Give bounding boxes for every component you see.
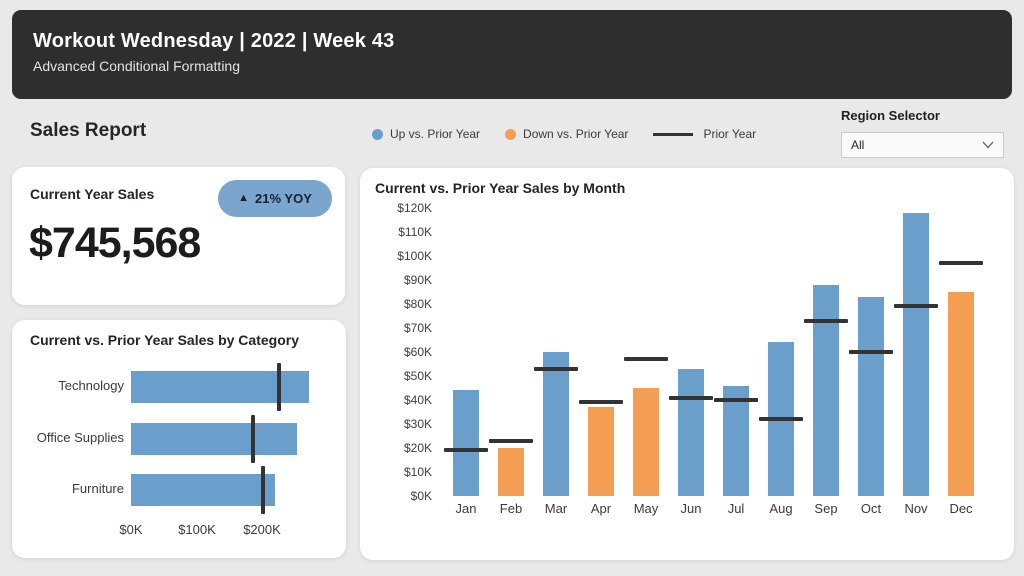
region-selector-label: Region Selector (841, 108, 940, 123)
legend-label: Prior Year (703, 127, 757, 141)
region-dropdown-value: All (851, 138, 865, 152)
y-axis-tick--30k: $30K (403, 417, 432, 431)
bar-dec[interactable] (948, 292, 974, 496)
x-axis-tick--100k: $100K (178, 522, 216, 537)
y-axis-tick--60k: $60K (403, 345, 432, 359)
legend-item-down-vs-prior-year[interactable]: Down vs. Prior Year (505, 127, 628, 141)
bar-oct[interactable] (858, 297, 884, 496)
y-axis-tick--80k: $80K (403, 297, 432, 311)
banner-subtitle: Advanced Conditional Formatting (33, 58, 241, 74)
x-axis-label-may: May (633, 501, 659, 516)
x-axis-label-aug: Aug (769, 501, 793, 516)
bar-mar[interactable] (543, 352, 569, 496)
current-year-sales-card: Current Year Sales ▲ 21% YOY $745,568 (12, 167, 345, 305)
region-dropdown[interactable]: All (841, 132, 1004, 158)
x-axis-label-jan: Jan (455, 501, 477, 516)
bar-office-supplies[interactable] (131, 423, 297, 455)
prior-year-marker-jan (444, 448, 488, 452)
x-axis-label-apr: Apr (590, 501, 612, 516)
y-axis-tick--10k: $10K (403, 465, 432, 479)
legend-label: Up vs. Prior Year (390, 127, 481, 141)
kpi-label: Current Year Sales (30, 186, 155, 202)
y-axis-tick--120k: $120K (397, 201, 432, 215)
legend-item-prior-year[interactable]: Prior Year (653, 127, 756, 141)
yoy-badge-text: 21% YOY (255, 191, 312, 206)
category-chart-title: Current vs. Prior Year Sales by Category (30, 332, 299, 348)
up-triangle-icon: ▲ (238, 192, 250, 204)
x-axis-label-dec: Dec (949, 501, 973, 516)
x-axis-label-jul: Jul (727, 501, 745, 516)
prior-year-marker-oct (849, 350, 893, 354)
prior-year-marker-jul (714, 398, 758, 402)
bar-jun[interactable] (678, 369, 704, 496)
category-chart-card: Current vs. Prior Year Sales by Category… (12, 320, 346, 558)
x-axis-label-feb: Feb (499, 501, 523, 516)
bar-feb[interactable] (498, 448, 524, 496)
y-axis-tick--70k: $70K (403, 321, 432, 335)
bar-apr[interactable] (588, 407, 614, 496)
legend-dot-icon (505, 128, 517, 140)
report-banner: Workout Wednesday | 2022 | Week 43 Advan… (12, 10, 1012, 99)
y-axis-tick--90k: $90K (403, 273, 432, 287)
legend-label: Down vs. Prior Year (523, 127, 629, 141)
category-label-technology: Technology (58, 378, 124, 393)
page-title: Sales Report (30, 120, 147, 141)
bar-sep[interactable] (813, 285, 839, 496)
bar-technology[interactable] (131, 371, 309, 403)
category-label-office-supplies: Office Supplies (36, 430, 124, 445)
category-chart: Technology Office Supplies Furniture $0K $10… (12, 320, 346, 558)
prior-year-marker-apr (579, 400, 623, 404)
legend-line-icon (653, 132, 694, 136)
y-axis-tick--40k: $40K (403, 393, 432, 407)
chevron-down-icon (982, 141, 994, 149)
x-axis-label-sep: Sep (814, 501, 838, 516)
bar-jan[interactable] (453, 390, 479, 496)
x-axis-label-oct: Oct (860, 501, 882, 516)
prior-year-marker-jun (669, 396, 713, 400)
prior-year-marker-office-supplies (251, 415, 255, 463)
y-axis-tick--110k: $110K (398, 225, 432, 239)
x-axis-label-mar: Mar (544, 501, 568, 516)
legend-item-up-vs-prior-year[interactable]: Up vs. Prior Year (372, 127, 480, 141)
banner-title: Workout Wednesday | 2022 | Week 43 (33, 30, 395, 52)
monthly-chart: $0K $10K $20K $30K $40K $50K $60K $70K $80K $90K $… (360, 168, 1014, 560)
prior-year-marker-furniture (261, 466, 265, 514)
prior-year-marker-technology (277, 363, 281, 411)
legend-dot-icon (372, 128, 383, 140)
prior-year-marker-mar (534, 367, 578, 371)
prior-year-marker-dec (939, 261, 983, 265)
x-axis-tick--200k: $200K (243, 522, 281, 537)
y-axis-tick--20k: $20K (403, 441, 432, 455)
yoy-badge: ▲ 21% YOY (218, 180, 332, 217)
prior-year-marker-feb (489, 439, 533, 443)
x-axis-label-jun: Jun (680, 501, 702, 516)
bar-jul[interactable] (723, 386, 749, 496)
y-axis-tick--100k: $100K (397, 249, 432, 263)
x-axis-tick--0k: $0K (119, 522, 143, 537)
bar-furniture[interactable] (131, 474, 275, 506)
monthly-chart-card: Current vs. Prior Year Sales by Month $0… (360, 168, 1014, 560)
prior-year-marker-may (624, 357, 668, 361)
x-axis-label-nov: Nov (904, 501, 928, 516)
bar-nov[interactable] (903, 213, 929, 496)
y-axis-tick--50k: $50K (403, 369, 432, 383)
bar-may[interactable] (633, 388, 659, 496)
kpi-value: $745,568 (29, 219, 201, 267)
category-label-furniture: Furniture (71, 481, 124, 496)
y-axis-tick--0k: $0K (410, 489, 432, 503)
prior-year-marker-nov (894, 304, 938, 308)
chart-legend: Up vs. Prior Year Down vs. Prior Year Prio… (372, 127, 781, 141)
prior-year-marker-aug (759, 417, 803, 421)
monthly-chart-title: Current vs. Prior Year Sales by Month (375, 180, 626, 196)
prior-year-marker-sep (804, 319, 848, 323)
